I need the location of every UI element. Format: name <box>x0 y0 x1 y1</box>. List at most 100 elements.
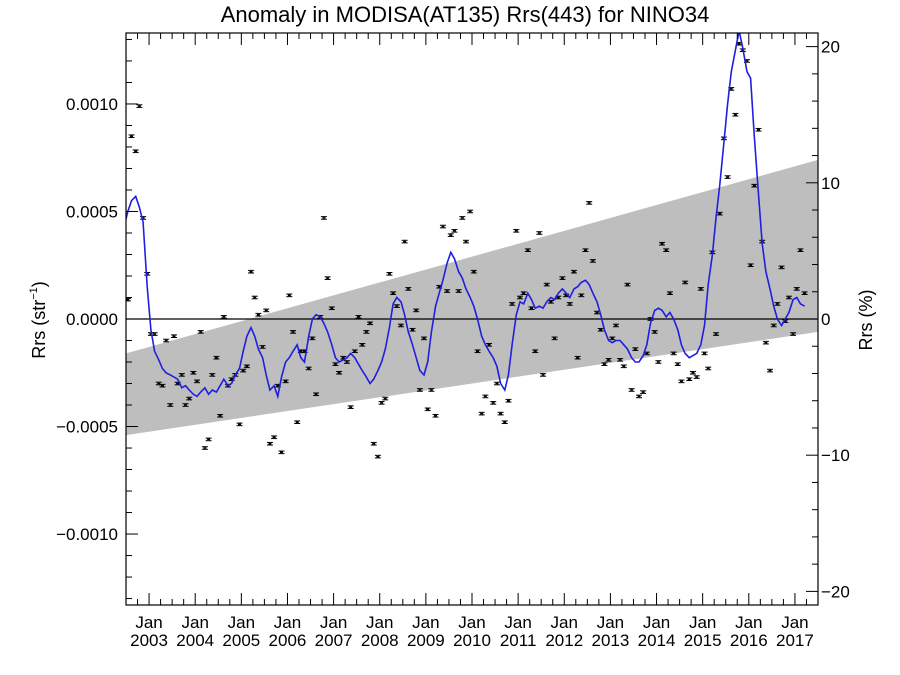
data-point <box>128 134 135 139</box>
data-point <box>543 282 550 287</box>
x-tick-month-label: Jan <box>366 613 393 632</box>
data-point <box>524 248 531 252</box>
y-axis-label: Rrs (str−1) <box>28 281 49 359</box>
data-point <box>693 375 700 379</box>
y-tick-label: −0.0010 <box>56 525 118 544</box>
data-point <box>582 248 589 252</box>
data-point <box>751 183 758 188</box>
data-point <box>793 287 800 291</box>
x-tick-year-label: 2011 <box>500 631 537 650</box>
y-right-tick-label: 0 <box>821 310 830 329</box>
data-point <box>328 306 335 311</box>
x-tick-year-label: 2007 <box>315 631 353 650</box>
data-point <box>620 364 627 369</box>
data-point <box>770 323 777 328</box>
data-point <box>463 239 470 244</box>
data-point <box>767 368 774 373</box>
x-tick-month-label: Jan <box>181 613 208 632</box>
data-point <box>501 420 508 425</box>
data-point <box>220 315 227 319</box>
data-point <box>421 336 428 341</box>
x-tick-year-label: 2015 <box>684 631 722 650</box>
data-point <box>612 323 619 328</box>
data-point <box>413 308 420 313</box>
data-point <box>513 229 520 233</box>
data-point <box>774 302 781 306</box>
data-point <box>797 248 804 252</box>
data-point <box>474 349 481 354</box>
x-tick-year-label: 2010 <box>453 631 491 650</box>
x-tick-year-label: 2012 <box>545 631 583 650</box>
data-point <box>170 334 177 339</box>
data-point <box>505 398 512 403</box>
data-point <box>401 239 408 244</box>
data-point <box>409 327 416 332</box>
data-point <box>132 149 139 154</box>
data-point <box>282 379 289 384</box>
y-tick-label: 0.0010 <box>66 95 118 114</box>
data-point <box>605 358 612 362</box>
data-point <box>397 323 404 328</box>
data-point <box>451 229 458 233</box>
data-point <box>382 396 389 401</box>
data-point <box>363 330 370 334</box>
data-point <box>201 446 208 450</box>
plot-area <box>126 33 818 459</box>
x-tick-month-label: Jan <box>320 613 347 632</box>
data-point <box>386 272 393 276</box>
data-point <box>747 263 754 268</box>
x-tick-year-label: 2008 <box>361 631 399 650</box>
x-tick-month-label: Jan <box>135 613 162 632</box>
data-point <box>586 201 593 205</box>
x-tick-year-label: 2004 <box>176 631 214 650</box>
y-tick-label: 0.0005 <box>66 202 118 221</box>
x-tick-month-label: Jan <box>228 613 255 632</box>
x-tick-year-label: 2013 <box>591 631 629 650</box>
y-axis-label-superscript: −1 <box>28 287 40 300</box>
data-point <box>597 327 604 332</box>
data-point <box>343 360 350 364</box>
data-point <box>467 209 474 214</box>
data-point <box>163 338 170 343</box>
data-point <box>217 413 224 418</box>
data-point <box>278 450 285 455</box>
data-point <box>482 394 489 399</box>
data-point <box>236 422 243 427</box>
data-point <box>263 308 270 313</box>
x-tick-month-label: Jan <box>643 613 670 632</box>
data-point <box>651 330 658 334</box>
data-point <box>732 112 739 117</box>
data-point <box>632 347 639 351</box>
data-point <box>666 291 673 295</box>
data-point <box>351 349 358 354</box>
y-right-tick-label: −10 <box>821 446 850 465</box>
data-point <box>240 368 247 373</box>
data-point <box>551 336 558 341</box>
x-tick-month-label: Jan <box>781 613 808 632</box>
data-point <box>424 407 431 412</box>
chart-title: Anomaly in MODISA(AT135) Rrs(443) for NI… <box>221 2 710 27</box>
data-point <box>490 401 497 405</box>
data-point <box>309 336 316 341</box>
data-point <box>570 269 577 274</box>
y-axis-right-label: Rrs (%) <box>856 290 876 351</box>
data-point <box>393 304 400 308</box>
x-tick-year-label: 2016 <box>730 631 768 650</box>
data-point <box>186 396 193 401</box>
data-point <box>713 332 720 336</box>
data-point <box>697 287 704 291</box>
data-point <box>640 390 647 394</box>
data-point <box>320 216 327 220</box>
data-point <box>243 364 250 369</box>
data-point <box>540 373 547 377</box>
data-point <box>674 362 681 366</box>
data-point <box>255 312 262 317</box>
data-point <box>532 349 539 354</box>
data-point <box>432 413 439 418</box>
x-tick-month-label: Jan <box>412 613 439 632</box>
data-point <box>470 269 477 274</box>
data-point <box>705 366 712 371</box>
data-point <box>636 394 643 399</box>
data-point <box>624 282 631 287</box>
data-point <box>178 373 185 377</box>
